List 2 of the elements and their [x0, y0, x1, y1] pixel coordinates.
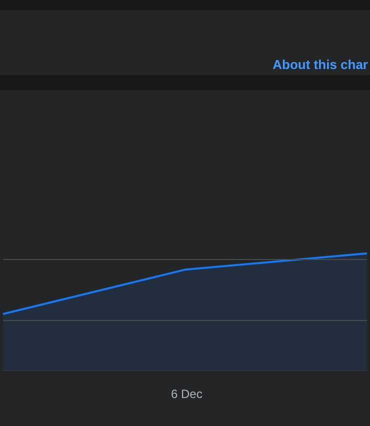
text: 6 Dec: [171, 387, 202, 401]
text: About this char: [272, 57, 368, 72]
